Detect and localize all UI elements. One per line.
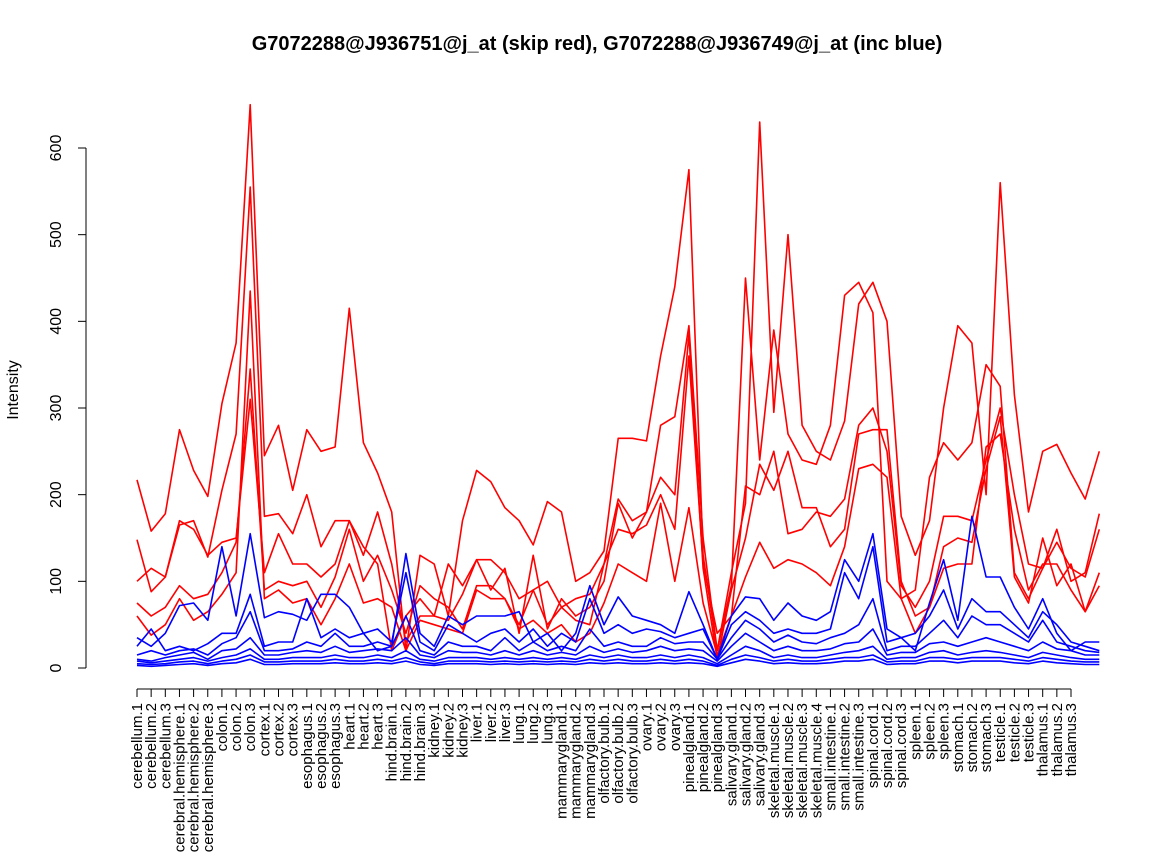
x-tick-label: pinealgland.1 (681, 703, 698, 792)
x-tick-label: stomach.2 (964, 703, 981, 772)
x-tick-label: skeletal.muscle.4 (808, 703, 825, 818)
x-tick-label: olfactory.bulb.2 (610, 703, 627, 804)
x-tick-label: cerebellum.3 (157, 703, 174, 789)
series-line-3 (136, 333, 1101, 661)
x-tick-label: mammarygland.3 (582, 703, 599, 819)
x-tick-label: stomach.1 (950, 703, 967, 772)
x-tick-label: cerebellum.1 (129, 703, 146, 789)
x-tick-label: thalamus.2 (1049, 703, 1066, 776)
x-tick-label: olfactory.bulb.3 (624, 703, 641, 804)
series-line-11 (136, 654, 1100, 667)
x-tick-label: salivary.gland.3 (752, 703, 769, 806)
x-tick-label: heart.3 (370, 703, 387, 750)
x-tick-label: small.intestine.3 (851, 703, 868, 811)
x-tick-label: cerebral.hemisphere.1 (171, 703, 188, 852)
x-tick-label: testicle.1 (992, 703, 1009, 762)
y-tick-label: 600 (48, 135, 65, 162)
series-line-5 (136, 290, 1101, 656)
series-lines (136, 103, 1101, 668)
x-tick-label: ovary.2 (653, 703, 670, 751)
x-tick-label: cerebellum.2 (143, 703, 160, 789)
x-tick-label: salivary.gland.1 (723, 703, 740, 806)
x-tick-label: liver.2 (483, 703, 500, 742)
y-tick-label: 400 (48, 308, 65, 335)
x-tick-label: small.intestine.1 (822, 703, 839, 811)
y-tick-label: 200 (48, 481, 65, 508)
x-tick-label: small.intestine.2 (837, 703, 854, 811)
x-tick-label: testicle.2 (1006, 703, 1023, 762)
x-tick-label: lung.2 (525, 703, 542, 744)
x-tick-label: heart.2 (355, 703, 372, 750)
x-tick-label: hind.brain.2 (398, 703, 415, 781)
y-axis-label: Intensity (5, 360, 22, 420)
x-tick-label: skeletal.muscle.1 (766, 703, 783, 818)
x-tick-label: heart.1 (341, 703, 358, 750)
x-tick-label: esophagus.1 (299, 703, 316, 789)
x-tick-label: lung.3 (539, 703, 556, 744)
x-tick-label: cortex.2 (271, 703, 288, 756)
x-tick-label: thalamus.1 (1035, 703, 1052, 776)
x-tick-label: hind.brain.3 (412, 703, 429, 781)
x-tick-label: kidney.2 (440, 703, 457, 758)
x-tick-label: cortex.3 (285, 703, 302, 756)
x-tick-label: lung.1 (511, 703, 528, 744)
x-tick-label: hind.brain.1 (384, 703, 401, 781)
x-tick-label: thalamus.3 (1063, 703, 1080, 776)
y-tick-label: 0 (48, 663, 65, 672)
x-tick-label: kidney.1 (426, 703, 443, 758)
x-tick-label: colon.3 (242, 703, 259, 751)
x-tick-label: cerebral.hemisphere.2 (186, 703, 203, 852)
series-line-4 (136, 355, 1101, 635)
x-tick-label: spinal.cord.2 (879, 703, 896, 788)
series-line-10 (136, 645, 1100, 665)
series-line-7 (136, 545, 1100, 661)
x-tick-label: colon.2 (228, 703, 245, 751)
x-tick-label: colon.1 (214, 703, 231, 751)
series-line-9 (136, 628, 1100, 662)
x-tick-label: ovary.3 (667, 703, 684, 751)
y-axis: 0 100 200 300 400 500 600 (48, 135, 87, 672)
chart-title: G7072288@J936751@j_at (skip red), G70722… (252, 33, 943, 55)
x-tick-label: skeletal.muscle.2 (780, 703, 797, 818)
x-tick-label: cortex.1 (256, 703, 273, 756)
x-tick-label: liver.3 (497, 703, 514, 742)
x-tick-label: pinealgland.2 (695, 703, 712, 792)
x-tick-label: ovary.1 (638, 703, 655, 751)
x-tick-label: skeletal.muscle.3 (794, 703, 811, 818)
x-tick-label: esophagus.2 (313, 703, 330, 789)
x-tick-label: spleen.3 (936, 703, 953, 760)
series-line-2 (136, 186, 1101, 652)
x-tick-label: olfactory.bulb.1 (596, 703, 613, 804)
x-axis: cerebellum.1cerebellum.2cerebellum.3cere… (129, 688, 1080, 852)
x-tick-label: pinealgland.3 (709, 703, 726, 792)
y-tick-label: 500 (48, 221, 65, 248)
x-tick-label: liver.1 (469, 703, 486, 742)
x-tick-label: stomach.3 (978, 703, 995, 772)
x-tick-label: mammarygland.1 (554, 703, 571, 819)
series-line-6 (136, 515, 1100, 661)
x-tick-label: cerebral.hemisphere.3 (200, 703, 217, 852)
x-tick-label: testicle.3 (1021, 703, 1038, 762)
y-tick-label: 300 (48, 395, 65, 422)
series-line-1 (136, 103, 1101, 652)
x-tick-label: esophagus.3 (327, 703, 344, 789)
x-tick-label: salivary.gland.2 (738, 703, 755, 806)
x-tick-label: spleen.1 (907, 703, 924, 760)
x-tick-label: spinal.cord.3 (893, 703, 910, 788)
x-tick-label: mammarygland.2 (568, 703, 585, 819)
x-tick-label: spinal.cord.1 (865, 703, 882, 788)
x-tick-label: kidney.3 (454, 703, 471, 758)
series-line-12 (136, 658, 1100, 668)
series-line-8 (136, 597, 1100, 661)
x-tick-label: spleen.2 (921, 703, 938, 760)
y-tick-label: 100 (48, 568, 65, 595)
